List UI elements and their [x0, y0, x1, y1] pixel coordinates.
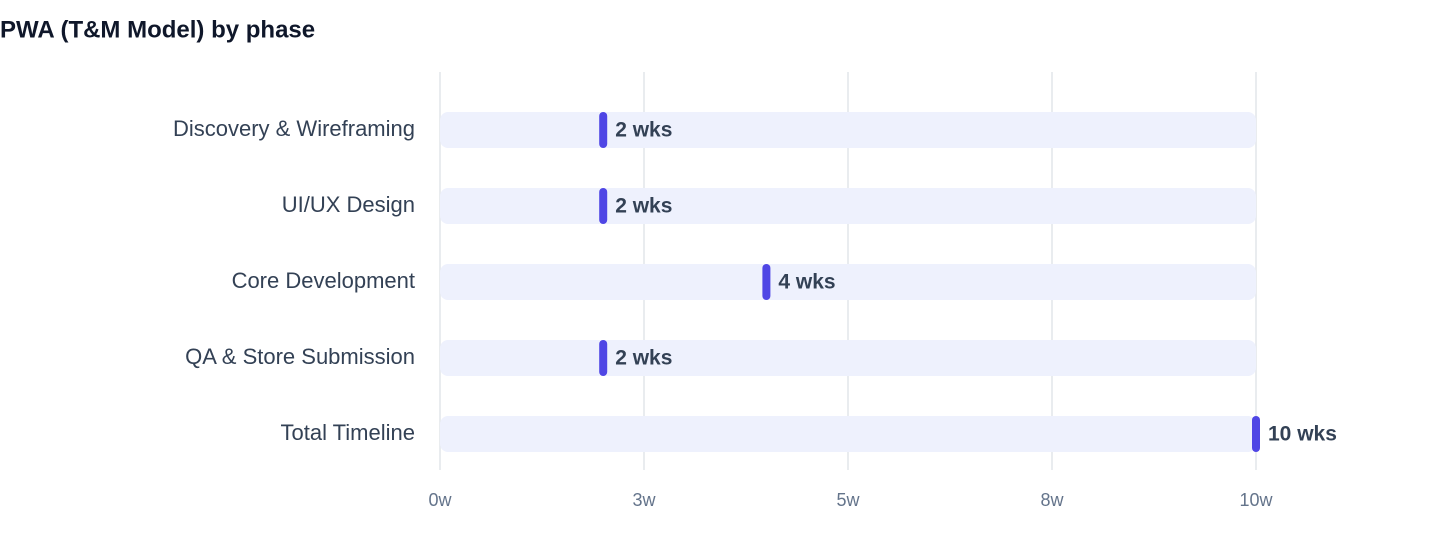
x-tick-label: 5w	[836, 490, 860, 510]
value-label: 2 wks	[615, 347, 672, 370]
y-tick-label: Total Timeline	[280, 420, 415, 445]
track	[440, 340, 1256, 376]
y-tick-label: Core Development	[232, 268, 415, 293]
bar-marker	[599, 188, 608, 224]
track	[440, 264, 1256, 300]
bar-marker	[1252, 416, 1260, 452]
y-tick-label: UI/UX Design	[282, 192, 415, 217]
bar-marker	[599, 340, 608, 376]
value-label: 2 wks	[615, 195, 672, 218]
chart-title: PWA (T&M Model) by phase	[0, 16, 315, 43]
value-label: 4 wks	[778, 271, 835, 294]
x-tick-label: 10w	[1239, 490, 1273, 510]
track	[440, 112, 1256, 148]
x-tick-label: 8w	[1040, 490, 1064, 510]
y-tick-label: QA & Store Submission	[185, 344, 415, 369]
bar-marker	[762, 264, 771, 300]
track	[440, 416, 1256, 452]
value-label: 2 wks	[615, 119, 672, 142]
x-tick-label: 0w	[428, 490, 452, 510]
x-tick-label: 3w	[632, 490, 656, 510]
value-label: 10 wks	[1268, 423, 1337, 446]
track	[440, 188, 1256, 224]
bar-marker	[599, 112, 608, 148]
y-tick-label: Discovery & Wireframing	[173, 116, 415, 141]
